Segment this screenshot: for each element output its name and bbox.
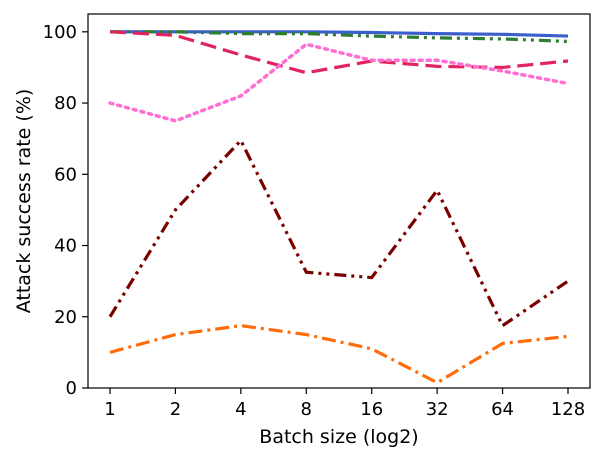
x-tick-label: 16 [360, 399, 383, 420]
series-line-6 [109, 324, 569, 385]
y-tick-label: 100 [43, 22, 77, 43]
y-tick-label: 20 [54, 307, 77, 328]
x-tick-label: 4 [235, 399, 246, 420]
series-line-2 [110, 30, 569, 44]
x-tick-label: 1 [104, 399, 115, 420]
x-tick-label: 128 [551, 399, 585, 420]
y-tick-label: 0 [66, 378, 77, 399]
x-tick-label: 2 [170, 399, 181, 420]
axes: 1 2 4 8 16 32 64 128 0 20 40 60 80 100 [43, 22, 586, 420]
x-tick-label: 8 [301, 399, 312, 420]
x-tick-label: 64 [491, 399, 514, 420]
series-layer [108, 30, 570, 385]
plot-frame [87, 13, 591, 389]
y-axis-label: Attack success rate (%) [13, 89, 35, 314]
series-line-3 [109, 30, 569, 75]
y-tick-label: 60 [54, 164, 77, 185]
series-line-4 [108, 42, 570, 123]
series-line-5 [108, 137, 569, 329]
x-tick-label: 32 [426, 399, 449, 420]
y-tick-label: 40 [54, 236, 77, 257]
y-tick-label: 80 [54, 93, 77, 114]
x-axis-label: Batch size (log2) [259, 426, 418, 448]
